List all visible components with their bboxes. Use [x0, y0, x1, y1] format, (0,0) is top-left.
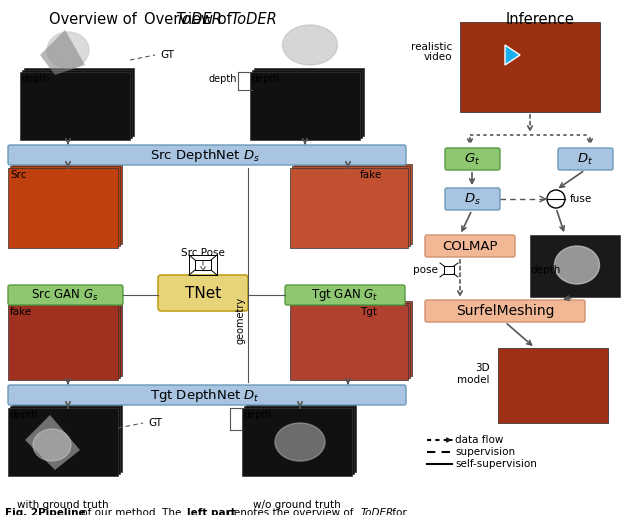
Text: Overview of: Overview of: [144, 12, 236, 27]
Bar: [254, 68, 364, 136]
Text: depth: depth: [209, 74, 237, 84]
FancyBboxPatch shape: [158, 275, 248, 311]
Text: depth: depth: [22, 74, 51, 84]
Bar: [12, 164, 122, 244]
Ellipse shape: [275, 423, 325, 461]
Text: COLMAP: COLMAP: [442, 239, 498, 252]
Text: Src GAN $\it{G_s}$: Src GAN $\it{G_s}$: [31, 287, 99, 302]
Bar: [290, 168, 408, 248]
Text: left part: left part: [187, 508, 236, 515]
Text: Src: Src: [10, 170, 26, 180]
FancyBboxPatch shape: [425, 235, 515, 257]
Bar: [10, 406, 120, 474]
Text: self-supervision: self-supervision: [455, 459, 537, 469]
Bar: [250, 72, 360, 140]
Circle shape: [547, 190, 565, 208]
Text: data flow: data flow: [455, 435, 504, 445]
Text: Tgt DepthNet $\it{D_t}$: Tgt DepthNet $\it{D_t}$: [150, 386, 260, 403]
Text: depth: depth: [252, 74, 280, 84]
Bar: [292, 303, 410, 378]
Text: fake: fake: [360, 170, 382, 180]
Text: Src DepthNet $\it{D_s}$: Src DepthNet $\it{D_s}$: [150, 146, 260, 163]
Text: Overview of: Overview of: [49, 12, 141, 27]
Bar: [24, 68, 134, 136]
Bar: [294, 301, 412, 376]
Ellipse shape: [47, 32, 89, 68]
Text: Src Pose: Src Pose: [181, 248, 225, 258]
Text: Pipeline: Pipeline: [38, 508, 86, 515]
Text: GT: GT: [160, 50, 174, 60]
Text: ToDER: ToDER: [175, 12, 221, 27]
Bar: [12, 404, 122, 472]
FancyBboxPatch shape: [285, 285, 405, 305]
Bar: [246, 404, 356, 472]
Text: $\it{G_t}$: $\it{G_t}$: [464, 151, 480, 166]
Text: SurfelMeshing: SurfelMeshing: [456, 304, 554, 318]
Bar: [294, 164, 412, 244]
Bar: [10, 166, 120, 246]
FancyBboxPatch shape: [558, 148, 613, 170]
Text: GT: GT: [148, 418, 162, 428]
Bar: [530, 235, 620, 297]
Ellipse shape: [554, 246, 600, 284]
Text: Tgt GAN $\it{G_t}$: Tgt GAN $\it{G_t}$: [312, 287, 379, 303]
FancyBboxPatch shape: [445, 188, 500, 210]
Text: for: for: [389, 508, 407, 515]
Text: realistic: realistic: [411, 42, 452, 52]
FancyBboxPatch shape: [8, 145, 406, 165]
Bar: [20, 72, 130, 140]
Bar: [460, 22, 600, 112]
FancyBboxPatch shape: [445, 148, 500, 170]
Bar: [242, 408, 352, 476]
Bar: [12, 301, 122, 376]
Bar: [22, 70, 132, 138]
Polygon shape: [505, 45, 520, 65]
Bar: [292, 166, 410, 246]
Polygon shape: [25, 415, 80, 470]
Text: depth: depth: [10, 410, 38, 420]
Bar: [8, 305, 118, 380]
FancyBboxPatch shape: [8, 385, 406, 405]
Bar: [252, 70, 362, 138]
Text: with ground truth: with ground truth: [17, 500, 109, 510]
Polygon shape: [40, 30, 85, 75]
Text: Tgt: Tgt: [360, 307, 377, 317]
Text: ToDER: ToDER: [361, 508, 394, 515]
Text: fuse: fuse: [570, 194, 592, 204]
Bar: [10, 303, 120, 378]
FancyBboxPatch shape: [8, 285, 123, 305]
Bar: [244, 406, 354, 474]
Bar: [290, 305, 408, 380]
Text: model: model: [458, 375, 490, 385]
Text: video: video: [424, 52, 452, 62]
Text: TNet: TNet: [185, 285, 221, 300]
Text: supervision: supervision: [455, 447, 515, 457]
Text: geometry: geometry: [235, 297, 245, 344]
Bar: [8, 168, 118, 248]
Bar: [8, 408, 118, 476]
Text: Inference: Inference: [506, 12, 575, 27]
Text: $\it{D_t}$: $\it{D_t}$: [577, 151, 593, 166]
Text: depth: depth: [530, 265, 561, 275]
Text: pose: pose: [413, 265, 438, 275]
Text: w/o ground truth: w/o ground truth: [253, 500, 341, 510]
Text: 3D: 3D: [476, 363, 490, 373]
Ellipse shape: [33, 429, 71, 461]
Text: depth: depth: [244, 410, 273, 420]
Text: denotes the overview of: denotes the overview of: [224, 508, 356, 515]
Text: ToDER: ToDER: [230, 12, 276, 27]
Ellipse shape: [282, 25, 337, 65]
Text: fake: fake: [10, 307, 32, 317]
FancyBboxPatch shape: [425, 300, 585, 322]
Text: Fig. 2.: Fig. 2.: [5, 508, 45, 515]
Text: $\it{D_s}$: $\it{D_s}$: [463, 192, 481, 207]
Bar: [498, 348, 608, 423]
Text: of our method. The: of our method. The: [78, 508, 184, 515]
